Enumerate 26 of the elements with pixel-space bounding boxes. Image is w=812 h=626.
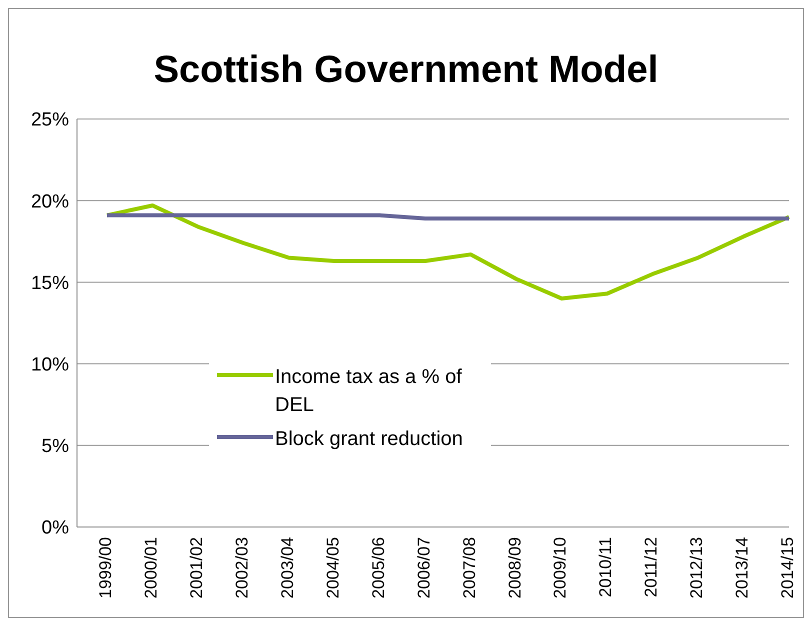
- x-tick-label: 2004/05: [323, 537, 342, 598]
- x-tick-label: 2002/03: [232, 537, 252, 598]
- y-tick-label: 20%: [30, 191, 70, 212]
- line-series: [105, 203, 791, 301]
- x-tick-label: 2008/09: [505, 537, 524, 598]
- x-tick-label: 2014/15: [778, 537, 798, 598]
- x-tick-label: 2010/11: [596, 537, 616, 598]
- x-tick-label: 2005/06: [368, 537, 388, 598]
- x-tick-label: 2000/01: [142, 537, 161, 598]
- x-tick-label: 2001/02: [187, 537, 206, 598]
- y-tick-label: 10%: [30, 354, 70, 376]
- y-tick-label: 25%: [30, 110, 70, 131]
- x-tick-label: 2003/04: [278, 537, 297, 598]
- y-tick-label: 5%: [42, 436, 70, 458]
- y-tick-label: 0%: [42, 518, 70, 539]
- x-tick-label: 2011/12: [642, 537, 661, 598]
- y-tick-label: 15%: [30, 272, 70, 294]
- legend-label: Block grant reduction: [275, 427, 464, 452]
- x-tick-label: 2007/08: [460, 537, 479, 598]
- chart-title: Scottish Government Model: [152, 49, 660, 92]
- x-tick-label: 1999/00: [96, 537, 116, 598]
- legend-label: Income tax as a % of DEL: [275, 365, 463, 418]
- x-tick-label: 2013/14: [732, 537, 752, 598]
- x-tick-label: 2012/13: [687, 537, 706, 598]
- x-tick-label: 2006/07: [414, 537, 434, 598]
- x-tick-label: 2009/10: [550, 537, 570, 598]
